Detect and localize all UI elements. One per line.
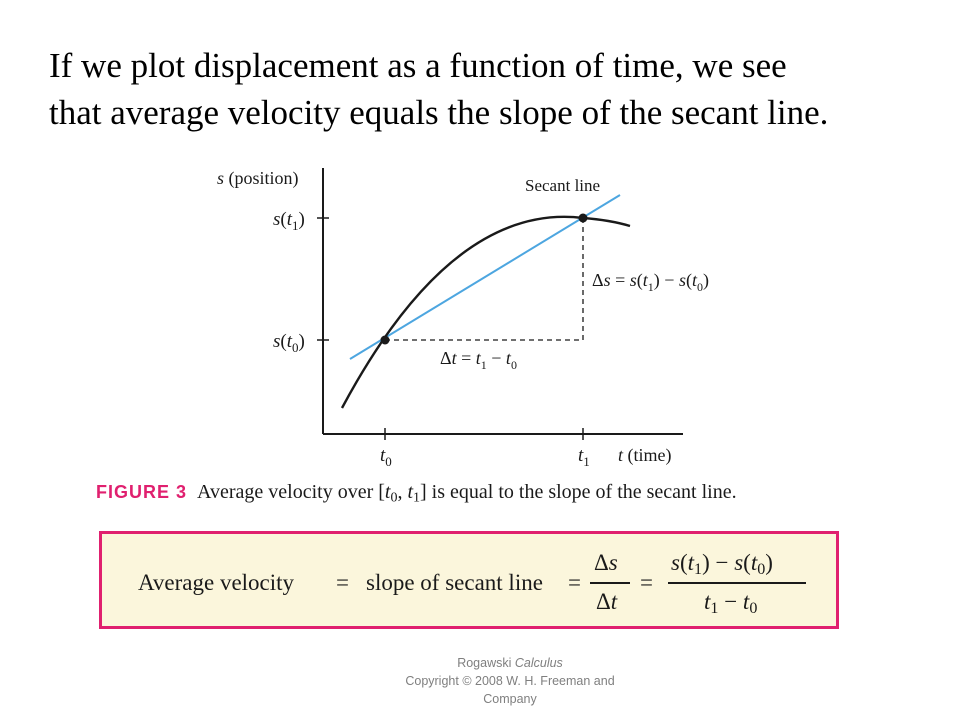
x-tick-label-t1: t1 <box>578 445 590 469</box>
delta-s-label: Δs = s(t1) − s(t0) <box>592 270 709 294</box>
equals-sign: = <box>336 570 349 595</box>
position-curve <box>340 215 631 409</box>
secant-line-label: Secant line <box>525 176 600 195</box>
x-axis-label: t (time) <box>618 445 672 466</box>
equals-sign: = <box>640 570 653 595</box>
figure-caption: FIGURE 3 Average velocity over [t0, t1] i… <box>96 481 737 507</box>
average-velocity-formula: Average velocity = slope of secant line … <box>99 531 839 629</box>
y-tick-label-s-t1: s(t1) <box>273 209 305 233</box>
footer-line-1: Rogawski Calculus <box>457 656 563 670</box>
fraction-2-numerator: s(t1) − s(t0) <box>671 550 773 579</box>
y-tick-label-s-t0: s(t0) <box>273 331 305 355</box>
secant-line <box>349 194 621 360</box>
point-t0 <box>380 335 390 345</box>
equals-sign: = <box>568 570 581 595</box>
formula-mid: slope of secant line <box>366 570 543 595</box>
displacement-time-graph: s (position) Secant line s(t1) s(t0) Δs … <box>217 168 709 469</box>
footer-line-2: Copyright © 2008 W. H. Freeman and <box>405 674 615 688</box>
point-t1 <box>578 213 588 223</box>
fraction-1-denominator: Δt <box>596 589 618 614</box>
formula-lhs: Average velocity <box>138 570 295 595</box>
x-tick-label-t0: t0 <box>380 445 392 469</box>
delta-t-label: Δt = t1 − t0 <box>440 348 517 372</box>
fraction-2-denominator: t1 − t0 <box>704 589 758 618</box>
fraction-1-numerator: Δs <box>594 550 618 575</box>
copyright-footer: Rogawski Calculus Copyright © 2008 W. H.… <box>340 654 680 708</box>
fraction-2-bar <box>668 582 806 584</box>
fraction-1-bar <box>590 582 630 584</box>
page-title: If we plot displacement as a function of… <box>49 42 954 136</box>
y-axis-label: s (position) <box>217 168 299 189</box>
title-line-2: that average velocity equals the slope o… <box>49 93 829 132</box>
figure-label: FIGURE 3 <box>96 482 188 502</box>
title-line-1: If we plot displacement as a function of… <box>49 46 787 85</box>
figure-caption-text: Average velocity over [t0, t1] is equal … <box>197 481 737 506</box>
footer-line-3: Company <box>483 692 537 706</box>
